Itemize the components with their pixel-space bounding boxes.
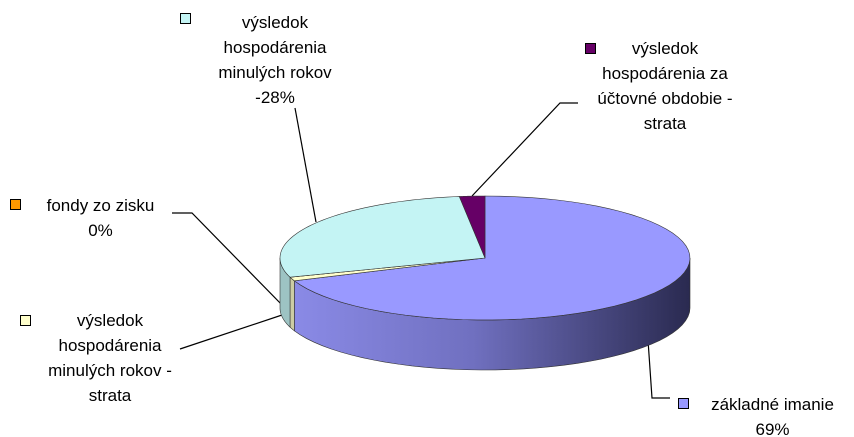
label: výsledok hospodárenia minulých rokov - s… — [48, 311, 172, 405]
slice — [289, 257, 486, 282]
leader-line — [172, 212, 286, 309]
legend-marker — [10, 199, 21, 210]
label: výsledok hospodárenia za účtovné obdobie… — [597, 39, 733, 133]
label: fondy zo zisku 0% — [46, 196, 155, 240]
legend-marker — [678, 398, 689, 409]
slice — [279, 196, 486, 278]
leader-line — [647, 339, 670, 399]
legend-marker — [585, 43, 596, 54]
leader-lines — [172, 102, 670, 399]
slice-side — [289, 276, 295, 332]
label: základné imanie 69% — [711, 395, 834, 437]
slice — [293, 195, 691, 321]
leader-line — [179, 312, 289, 350]
legend-marker — [180, 13, 191, 24]
slice — [458, 195, 486, 259]
legend-marker — [20, 315, 31, 326]
label: výsledok hospodárenia minulých rokov -28% — [218, 13, 332, 107]
leader-line — [471, 102, 578, 197]
leader-line — [294, 107, 317, 223]
